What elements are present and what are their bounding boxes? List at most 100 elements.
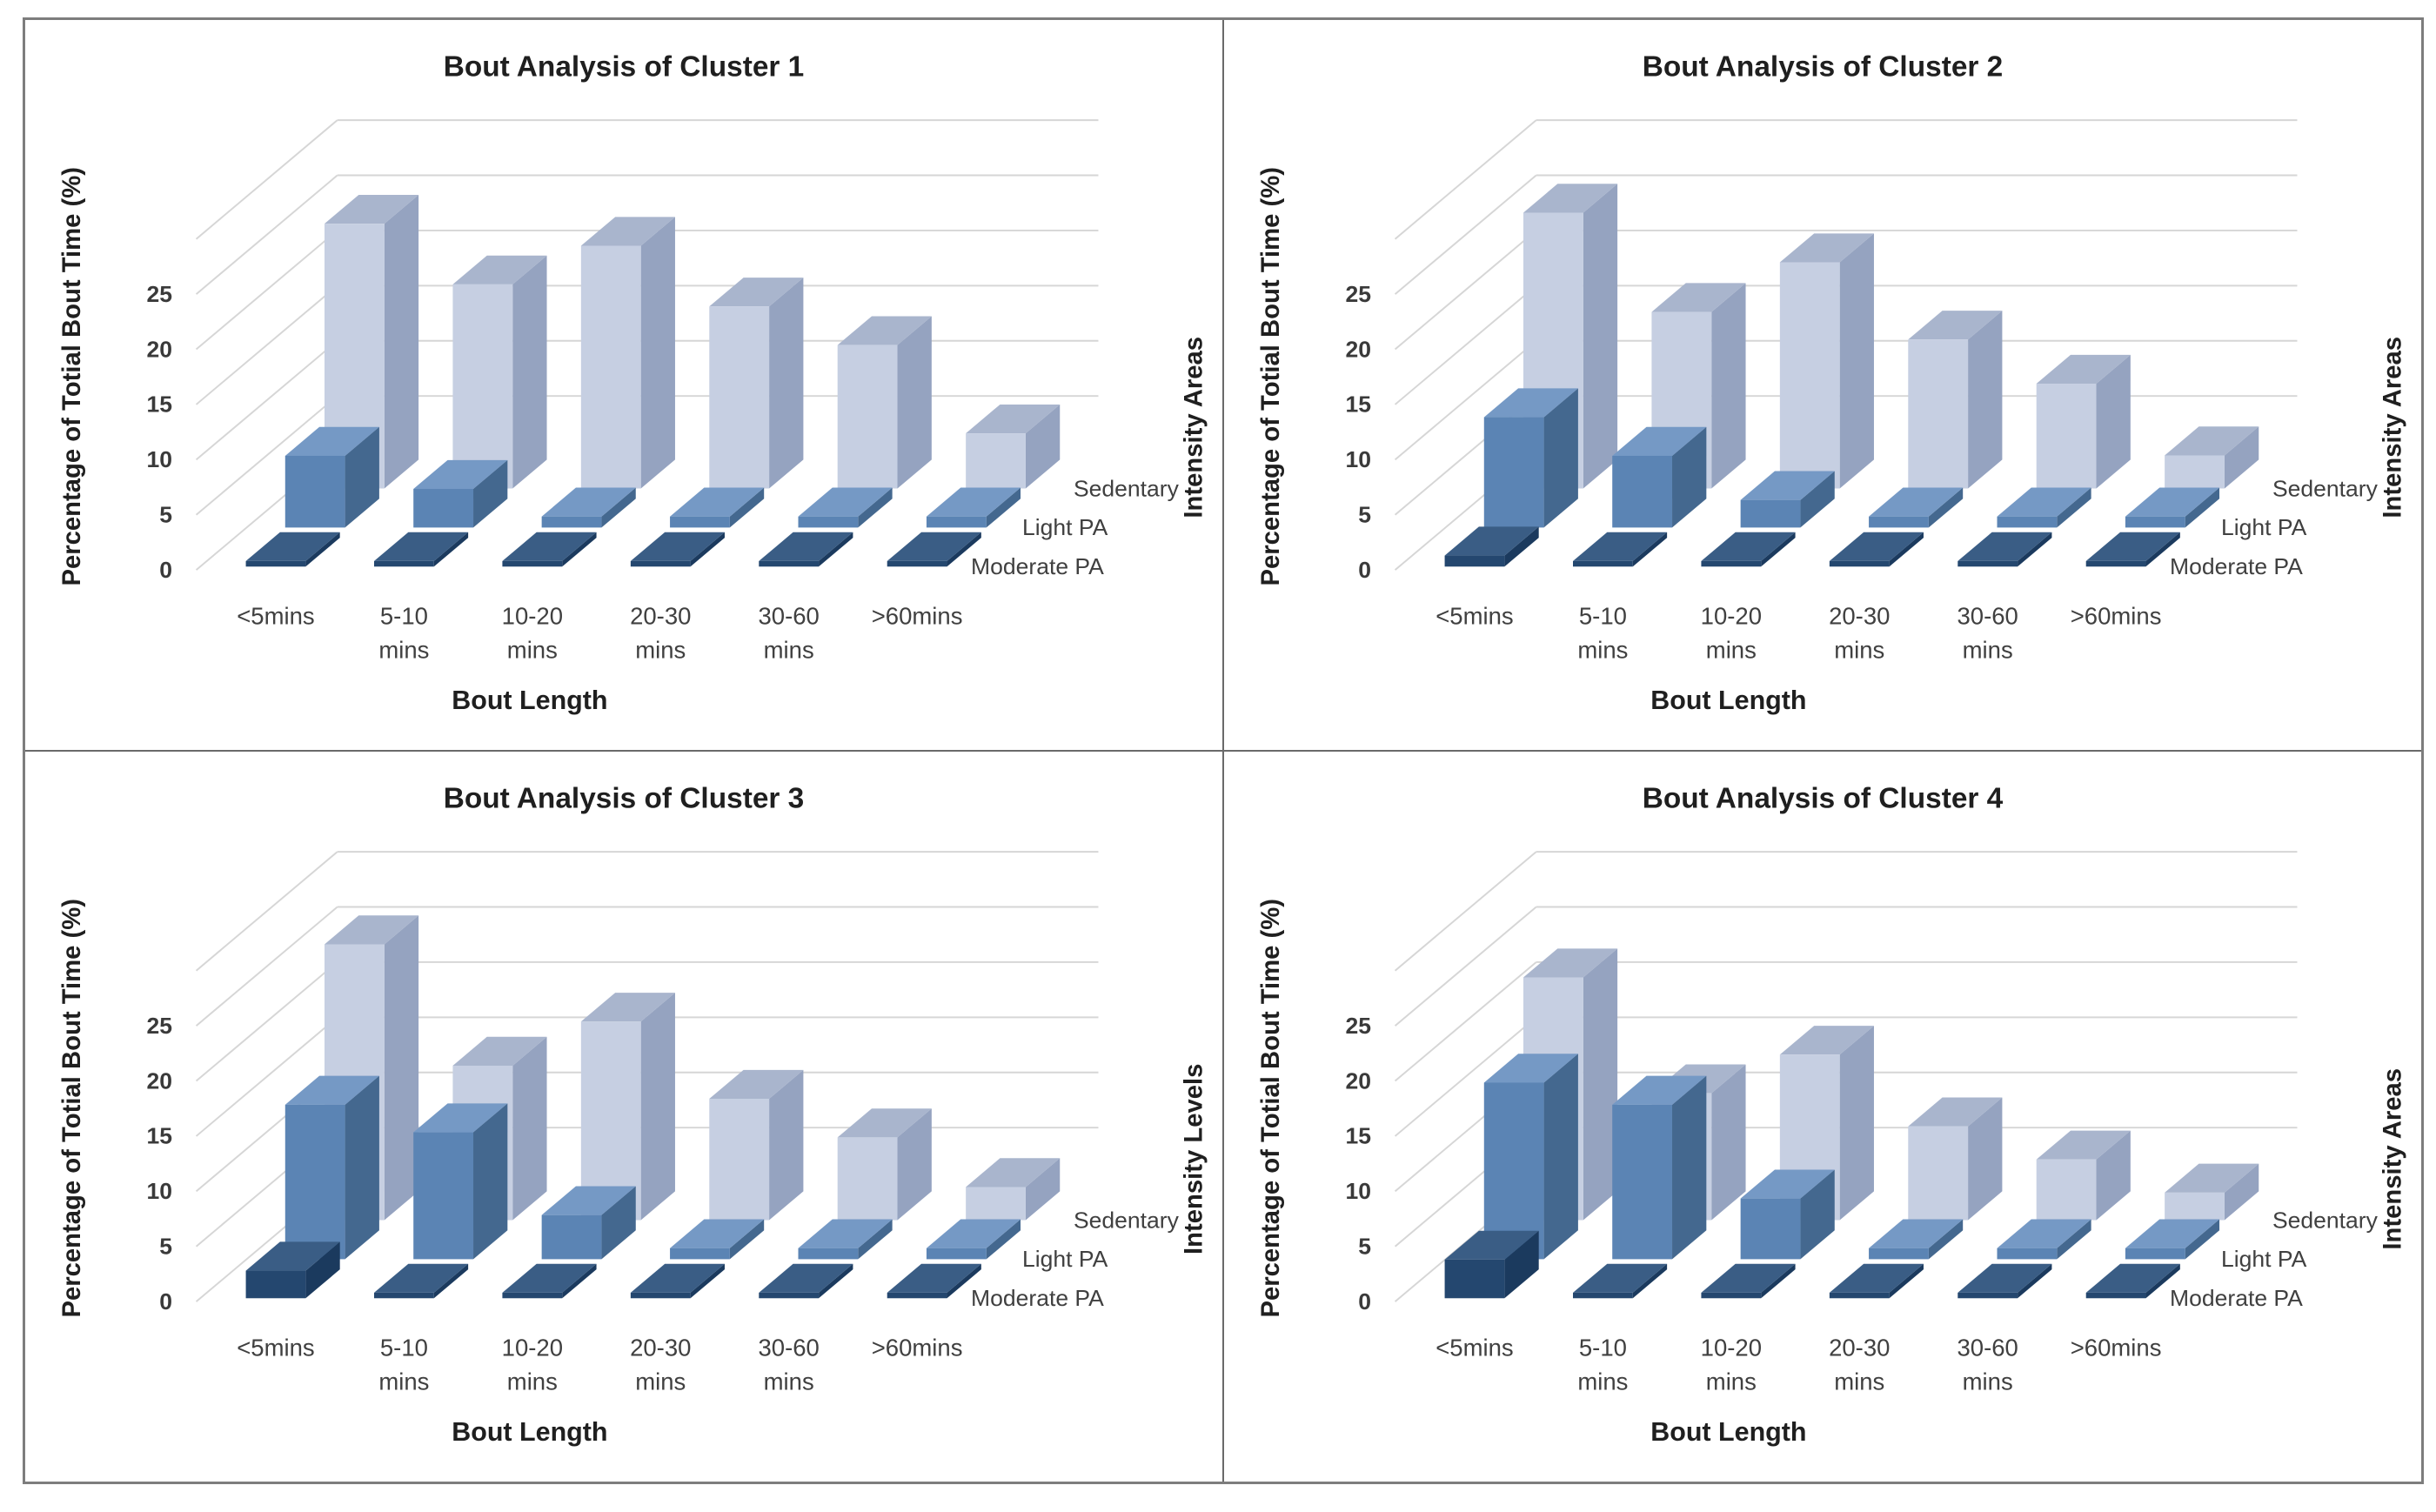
bar-moderate-pa-<5mins-front (245, 1270, 306, 1299)
series-label: Light PA (2221, 1246, 2307, 1272)
bar-moderate-pa-10-20 mins-top (502, 532, 597, 561)
depth-gridline (1394, 230, 1537, 351)
bar-moderate-pa-5-10 mins-front (1573, 1292, 1633, 1299)
x-axis-title: Bout Length (452, 1418, 607, 1447)
bar-moderate-pa-30-60 mins-front (1958, 1292, 2018, 1299)
bar-moderate-pa-20-30 mins-side (1889, 1263, 1924, 1299)
bar-light-pa-10-20 mins-top (541, 487, 636, 517)
y-tick-label: 5 (159, 1234, 172, 1260)
bar-sedentary-<5mins-side (1583, 184, 1618, 489)
bar-light-pa->60mins-top (2125, 487, 2220, 517)
bar-moderate-pa-5-10 mins-top (374, 532, 469, 561)
bar-moderate-pa-20-30 mins-front (1829, 1292, 1890, 1299)
bar-light-pa-5-10 mins-side (473, 1103, 508, 1260)
x-category-label-line2: mins (378, 1368, 429, 1395)
bar-moderate-pa-5-10 mins-side (1632, 532, 1668, 567)
bar-light-pa-30-60 mins-front (798, 1248, 859, 1260)
bar-moderate-pa-5-10 mins-front (374, 560, 434, 567)
depth-gridline (1394, 851, 1537, 972)
bar-light-pa-10-20 mins-front (1740, 1198, 1801, 1260)
bar-light-pa-10-20 mins-side (601, 487, 636, 528)
bar-sedentary-30-60 mins-side (897, 316, 932, 489)
bar-light-pa-30-60 mins-top (798, 1219, 893, 1248)
bar-light-pa-30-60 mins-side (2057, 1219, 2091, 1260)
bar-sedentary-20-30 mins-top (709, 1069, 804, 1100)
bout-analysis-cluster-1-chart: 0 5 10 15 20 25 Sedentary Light PA Moderate PA <5… (57, 50, 1208, 715)
bar-moderate-pa-<5mins-side (305, 1241, 340, 1299)
bar-light-pa-30-60 mins-front (798, 516, 859, 528)
depth-gridline (1394, 961, 1537, 1082)
bar-moderate-pa-5-10 mins-top (1573, 532, 1668, 561)
bar-moderate-pa-10-20 mins-front (502, 1292, 563, 1299)
chart-title: Bout Analysis of Cluster 2 (1643, 50, 2004, 83)
bar-moderate-pa-<5mins-side (305, 532, 340, 567)
x-category-label-line2: mins (1706, 637, 1757, 664)
chart-title: Bout Analysis of Cluster 4 (1643, 782, 2004, 814)
x-category-label-line2: mins (1963, 637, 2013, 664)
bar-sedentary-20-30 mins-side (1968, 311, 2003, 489)
x-category-label: 30-60 (1958, 1335, 2018, 1361)
series-label: Sedentary (1074, 1207, 1180, 1233)
bar-sedentary->60mins-front (966, 1187, 1026, 1221)
x-axis-title: Bout Length (1650, 1418, 1806, 1447)
y-axis-title: Percentage of Totial Bout Time (%) (1256, 899, 1285, 1318)
bar-moderate-pa-20-30 mins-top (630, 1263, 725, 1293)
bar-light-pa-<5mins-top (1483, 1054, 1578, 1083)
bar-moderate-pa-10-20 mins-front (502, 560, 563, 567)
depth-gridline (1394, 284, 1537, 405)
bar-sedentary->60mins-side (2224, 1163, 2259, 1221)
y-tick-label: 20 (147, 1067, 172, 1094)
x-category-label: <5mins (1436, 1335, 1513, 1361)
x-category-label-line2: mins (764, 637, 814, 664)
bar-sedentary-30-60 mins-side (2096, 354, 2131, 489)
bar-moderate-pa-10-20 mins-front (1701, 560, 1762, 567)
bar-light-pa->60mins-top (926, 1219, 1021, 1248)
bar-sedentary-30-60 mins-front (837, 1137, 898, 1221)
x-category-label-line2: mins (378, 637, 429, 664)
bar-sedentary-30-60 mins-front (2036, 384, 2097, 489)
bar-light-pa->60mins-front (2125, 516, 2185, 528)
x-category-label: >60mins (2071, 603, 2162, 630)
bout-analysis-cluster-3-chart: 0 5 10 15 20 25 Sedentary Light PA Moderate PA <5… (57, 782, 1208, 1447)
x-category-label: 10-20 (502, 1335, 563, 1361)
bar-sedentary-20-30 mins-front (1908, 339, 1969, 489)
x-category-label-line2: mins (764, 1368, 814, 1395)
bar-light-pa-10-20 mins-side (1800, 1169, 1835, 1260)
bar-light-pa-30-60 mins-front (1997, 516, 2058, 528)
x-category-label: 20-30 (630, 1335, 691, 1361)
series-label: Light PA (1022, 1246, 1108, 1272)
bar-light-pa-30-60 mins-side (858, 487, 893, 528)
bar-moderate-pa->60mins-front (887, 560, 947, 567)
depth-axis-title: Intensity Levels (1179, 1064, 1208, 1254)
bar-moderate-pa-30-60 mins-front (759, 1292, 820, 1299)
bar-sedentary-10-20 mins-top (1779, 233, 1874, 263)
y-axis-title: Percentage of Totial Bout Time (%) (57, 899, 86, 1318)
bar-moderate-pa-10-20 mins-side (1761, 1263, 1796, 1299)
bar-sedentary->60mins-top (966, 1158, 1061, 1188)
bar-moderate-pa-10-20 mins-side (562, 532, 597, 567)
bar-light-pa-20-30 mins-front (1869, 1248, 1929, 1260)
bar-light-pa-20-30 mins-top (1869, 1219, 1964, 1248)
x-category-label: <5mins (237, 1335, 314, 1361)
bar-light-pa-30-60 mins-top (1997, 1219, 2091, 1248)
series-label: Light PA (1022, 514, 1108, 540)
bar-light-pa-10-20 mins-front (541, 1214, 602, 1260)
bar-moderate-pa-20-30 mins-top (1829, 532, 1924, 561)
x-category-label: 20-30 (630, 603, 691, 630)
bar-light-pa->60mins-front (926, 516, 987, 528)
bar-moderate-pa-5-10 mins-side (433, 532, 469, 567)
x-category-label: >60mins (2071, 1335, 2162, 1361)
bar-moderate-pa-5-10 mins-top (374, 1263, 469, 1293)
bar-sedentary-<5mins-top (1523, 948, 1618, 978)
bar-moderate-pa-30-60 mins-side (2018, 532, 2052, 567)
bar-light-pa-<5mins-front (1483, 1082, 1544, 1260)
bar-light-pa-30-60 mins-front (1997, 1248, 2058, 1260)
bar-sedentary-10-20 mins-top (580, 217, 675, 246)
bar-sedentary->60mins-top (966, 404, 1061, 434)
y-axis-title: Percentage of Totial Bout Time (%) (1256, 167, 1285, 586)
bar-light-pa-5-10 mins-side (473, 459, 508, 528)
bar-light-pa-10-20 mins-side (1800, 471, 1835, 528)
bar-light-pa-5-10 mins-front (413, 489, 474, 528)
bar-light-pa-30-60 mins-top (1997, 487, 2091, 517)
bar-sedentary->60mins-side (1025, 1158, 1061, 1221)
